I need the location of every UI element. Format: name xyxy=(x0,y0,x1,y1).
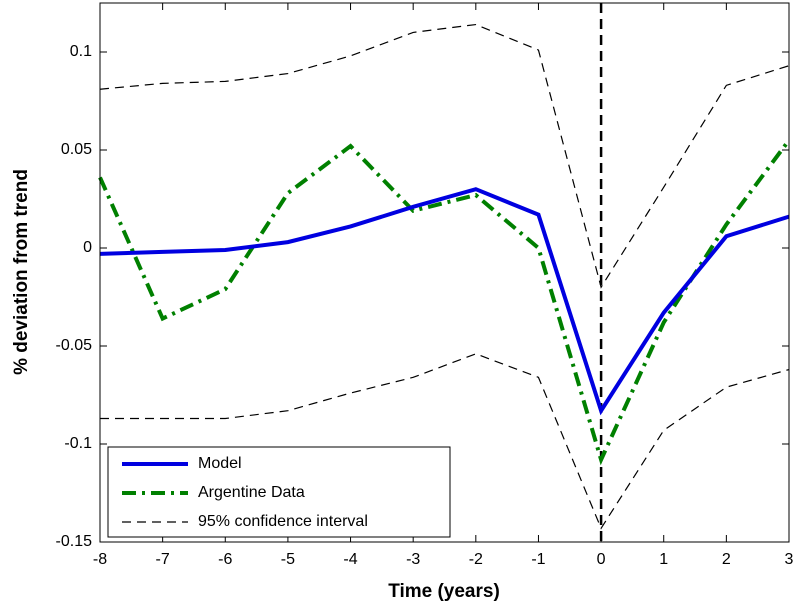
x-tick-label: 0 xyxy=(597,551,606,568)
series-line xyxy=(99,23,790,289)
legend-label: 95% confidence interval xyxy=(198,513,368,530)
x-axis-title: Time (years) xyxy=(388,581,500,602)
y-tick-label: 0.05 xyxy=(61,141,92,158)
y-tick-label: 0 xyxy=(83,239,92,256)
y-tick-label: 0.1 xyxy=(70,43,92,60)
x-tick-label: 3 xyxy=(785,551,794,568)
x-tick-label: -4 xyxy=(343,551,357,568)
x-tick-label: -6 xyxy=(218,551,232,568)
x-tick-label: -8 xyxy=(93,551,107,568)
x-tick-label: 2 xyxy=(722,551,731,568)
x-tick-label: -5 xyxy=(281,551,295,568)
y-axis-title: % deviation from trend xyxy=(11,169,32,375)
y-tick-label: -0.15 xyxy=(56,533,93,550)
x-tick-label: -1 xyxy=(531,551,545,568)
y-tick-label: -0.05 xyxy=(56,337,93,354)
plot-frame xyxy=(99,2,790,543)
legend-label: Argentine Data xyxy=(198,484,305,501)
x-tick-label: 1 xyxy=(659,551,668,568)
series-line xyxy=(99,187,790,416)
x-tick-label: -3 xyxy=(406,551,420,568)
x-tick-label: -2 xyxy=(469,551,483,568)
series-line xyxy=(98,139,791,466)
series-line xyxy=(100,353,790,530)
y-tick-label: -0.1 xyxy=(64,435,92,452)
legend-label: Model xyxy=(198,455,242,472)
x-tick-label: -7 xyxy=(156,551,170,568)
